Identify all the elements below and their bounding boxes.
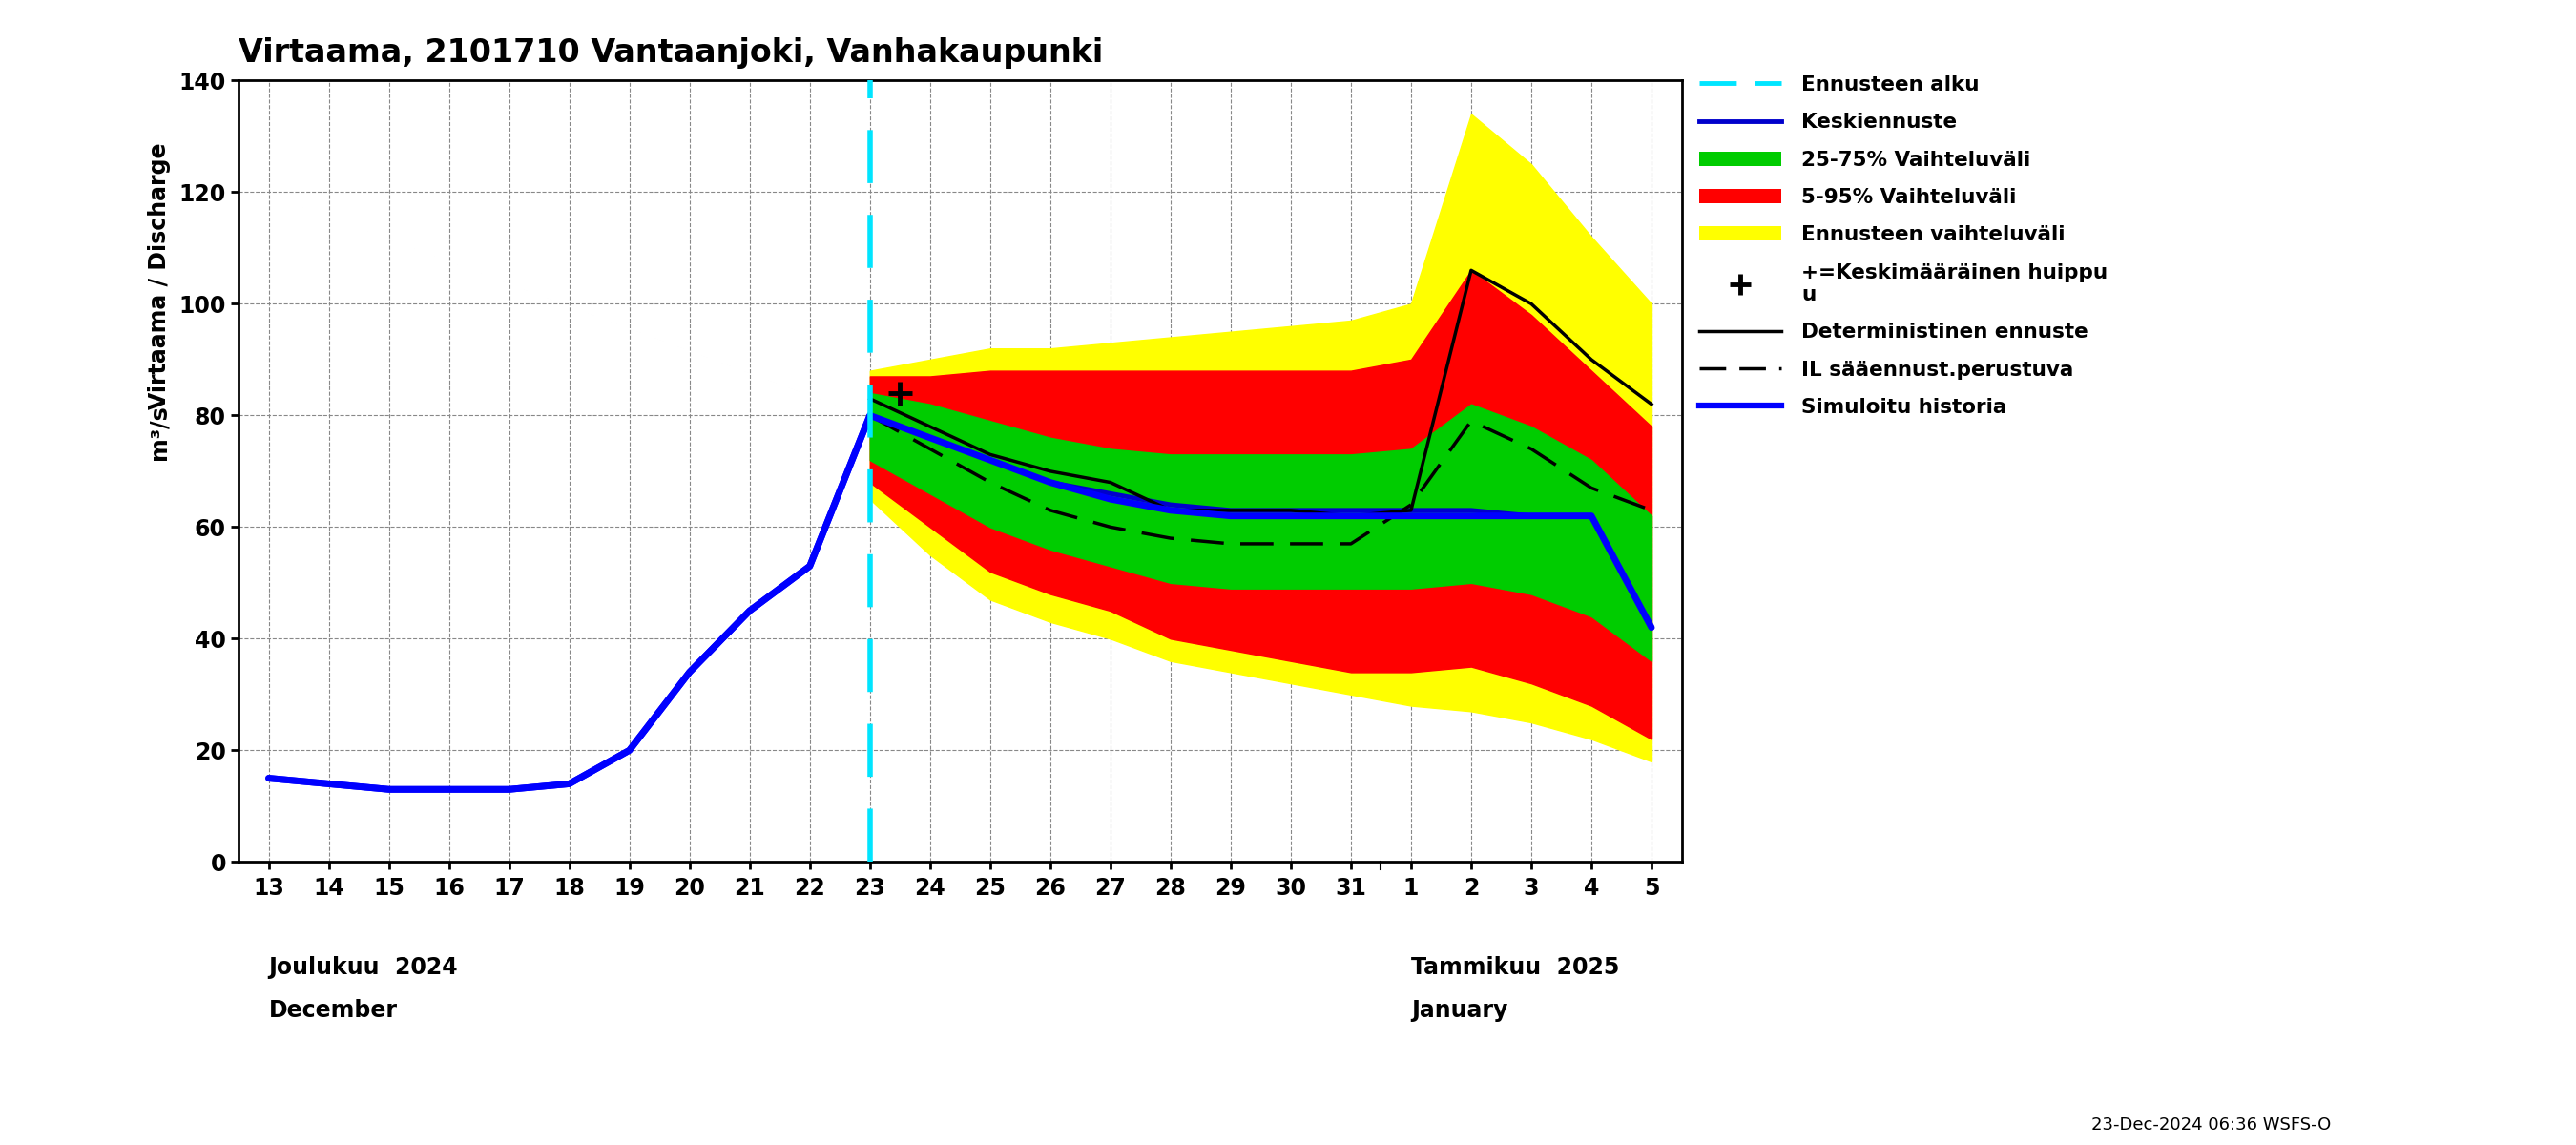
Text: Tammikuu  2025: Tammikuu 2025 — [1412, 956, 1620, 979]
Legend: Ennusteen alku, Keskiennuste, 25-75% Vaihteluväli, 5-95% Vaihteluväli, Ennusteen: Ennusteen alku, Keskiennuste, 25-75% Vai… — [1700, 76, 2107, 417]
Text: December: December — [268, 998, 397, 1021]
Text: Virtaama / Discharge: Virtaama / Discharge — [147, 143, 170, 409]
Text: m³/s: m³/s — [147, 404, 170, 460]
Text: Virtaama, 2101710 Vantaanjoki, Vanhakaupunki: Virtaama, 2101710 Vantaanjoki, Vanhakaup… — [240, 37, 1103, 69]
Text: January: January — [1412, 998, 1507, 1021]
Text: 23-Dec-2024 06:36 WSFS-O: 23-Dec-2024 06:36 WSFS-O — [2092, 1116, 2331, 1134]
Text: Joulukuu  2024: Joulukuu 2024 — [268, 956, 459, 979]
